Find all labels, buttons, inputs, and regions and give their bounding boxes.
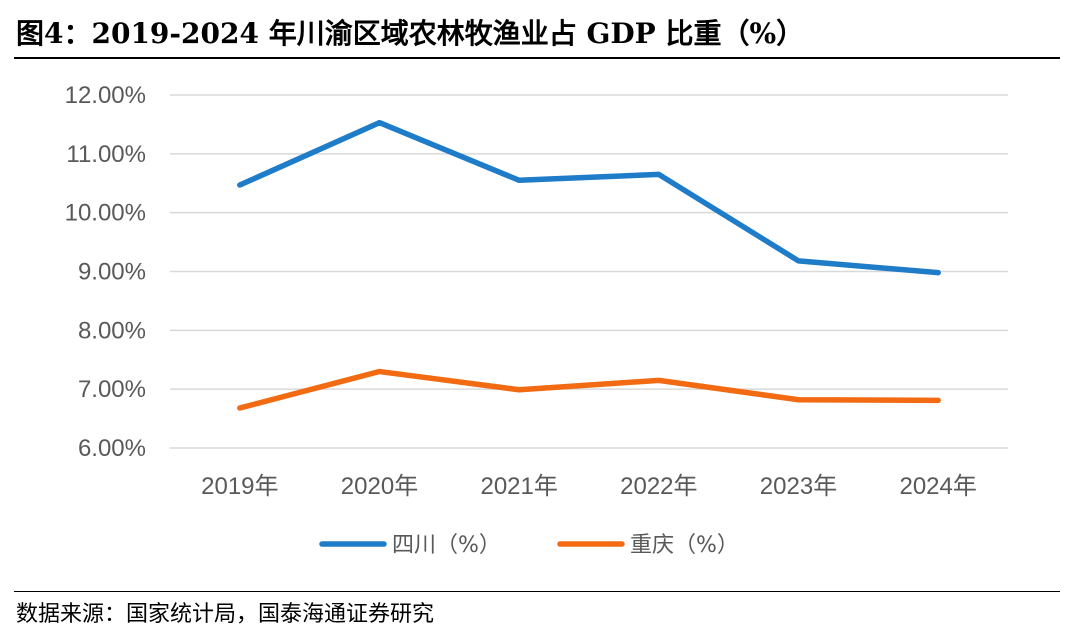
- legend-label: 重庆（%）: [630, 533, 739, 558]
- title-rule: [14, 57, 1060, 59]
- series-line-2: [237, 368, 941, 411]
- x-tick-label: 2019年: [201, 473, 278, 500]
- x-tick-label: 2024年: [899, 473, 976, 500]
- figure-title: 图4：2019-2024 年川渝区域农林牧渔业占 GDP 比重（%）: [16, 17, 805, 50]
- source-rule: [14, 591, 1060, 592]
- y-tick-label: 8.00%: [78, 317, 146, 344]
- y-tick-label: 10.00%: [65, 200, 146, 227]
- y-tick-label: 11.00%: [66, 141, 146, 168]
- x-tick-label: 2021年: [480, 473, 557, 500]
- line-chart: 6.00% 7.00% 8.00% 9.00% 10.00% 11.00% 12.00% 2…: [65, 82, 1008, 558]
- data-point: [935, 270, 941, 276]
- x-tick-label: 2023年: [760, 473, 837, 500]
- legend-label: 四川（%）: [392, 533, 501, 558]
- source-note: 数据来源：国家统计局，国泰海通证券研究: [16, 602, 435, 627]
- data-point: [516, 177, 522, 183]
- x-tick-label: 2020年: [341, 473, 418, 500]
- legend: 四川（%） 重庆（%）: [319, 533, 739, 558]
- data-point: [935, 397, 941, 403]
- data-point: [237, 182, 243, 188]
- data-point: [656, 377, 662, 383]
- data-point: [796, 397, 801, 403]
- series-line-1: [237, 119, 941, 276]
- x-tick-label: 2022年: [620, 473, 697, 500]
- y-tick-label: 6.00%: [78, 435, 146, 462]
- series-lines: [237, 119, 941, 411]
- data-point: [656, 171, 662, 177]
- y-tick-label: 7.00%: [78, 376, 146, 403]
- data-point: [796, 258, 801, 264]
- y-axis-ticks: 6.00% 7.00% 8.00% 9.00% 10.00% 11.00% 12.00%: [65, 82, 146, 462]
- data-point: [377, 369, 382, 375]
- y-tick-label: 9.00%: [78, 259, 146, 286]
- data-point: [516, 387, 522, 393]
- data-point: [377, 120, 382, 126]
- y-tick-label: 12.00%: [65, 82, 146, 109]
- data-point: [237, 405, 243, 411]
- x-axis-ticks: 2019年 2020年 2021年 2022年 2023年 2024年: [201, 473, 977, 500]
